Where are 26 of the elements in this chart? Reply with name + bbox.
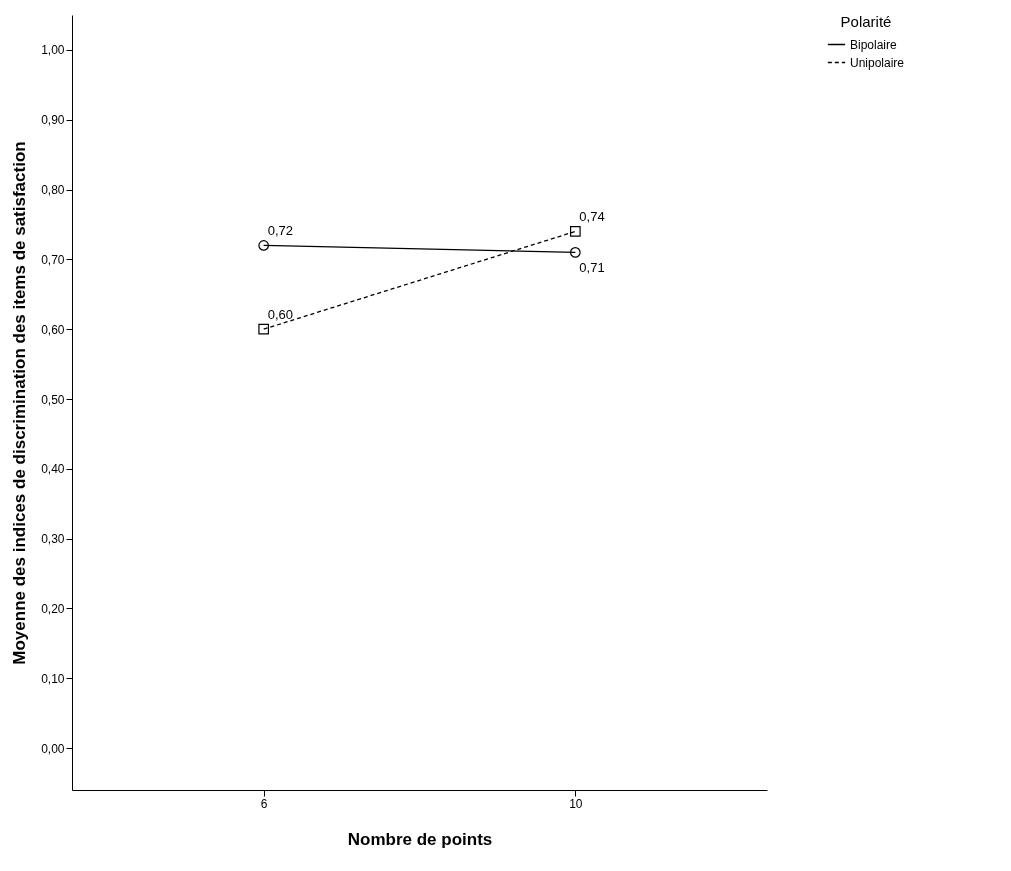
data-label: 0,72: [267, 223, 293, 239]
y-tick-label: 0,60: [41, 322, 65, 337]
legend-label: Unipolaire: [850, 55, 905, 70]
y-tick-label: 0,30: [41, 532, 65, 547]
data-label: 0,74: [579, 209, 605, 225]
point: [569, 226, 581, 237]
y-tick-label: 0,40: [41, 462, 65, 477]
point: [258, 323, 270, 335]
legend-label: Bipolaire: [850, 37, 898, 52]
y-tick-label: 1,00: [41, 43, 65, 58]
point: [569, 247, 581, 258]
y-tick-label: 0,00: [41, 741, 65, 756]
point: [258, 240, 270, 251]
y-tick-label: 0,70: [41, 252, 65, 267]
x-axis-title: Nombre de points: [347, 829, 493, 849]
legend-title: Polarité: [840, 13, 892, 30]
x-tick-label: 10: [569, 796, 583, 811]
y-tick-label: 0,10: [41, 671, 65, 686]
data-label: 0,71: [579, 260, 605, 276]
y-tick-label: 0,50: [41, 392, 65, 407]
data-label: 0,60: [267, 307, 293, 323]
x-tick-label: 6: [260, 796, 268, 811]
y-tick-label: 0,90: [41, 113, 65, 128]
y-tick-label: 0,20: [41, 601, 65, 616]
y-tick-label: 0,80: [41, 183, 65, 198]
y-axis-title: Moyenne des indices de discrimination des items de satisfaction: [10, 141, 30, 665]
